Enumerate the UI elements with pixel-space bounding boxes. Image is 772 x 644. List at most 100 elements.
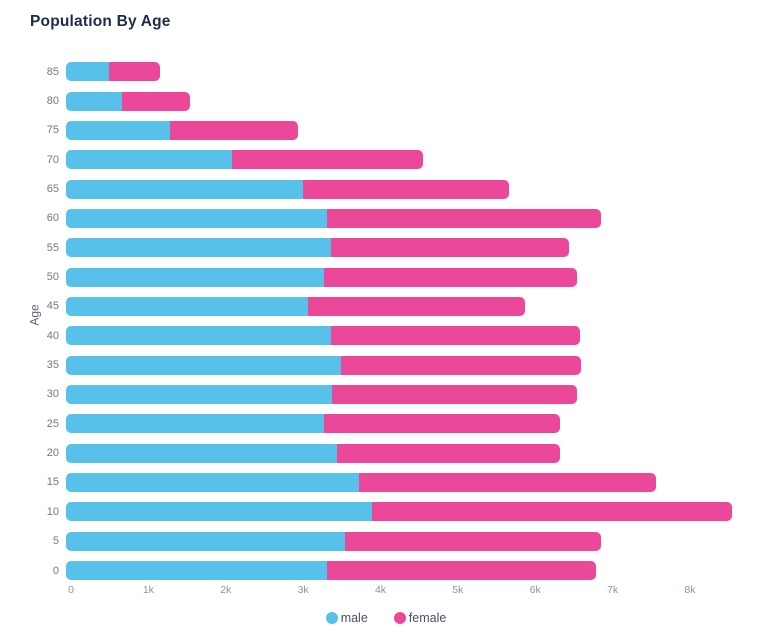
legend-label-female: female [408, 611, 447, 625]
x-axis-tick-label: 6k [529, 584, 541, 596]
female-bar-segment[interactable] [326, 208, 602, 228]
male-bar-segment[interactable] [66, 414, 325, 434]
male-bar-segment[interactable] [66, 238, 332, 258]
x-axis-tick-label: 0 [68, 584, 74, 596]
female-bar-segment[interactable] [308, 296, 525, 316]
female-bar-segment[interactable] [121, 91, 190, 111]
bar-row: 5 [0, 527, 772, 556]
bar-row: 20 [0, 438, 772, 467]
male-bar-segment[interactable] [66, 531, 345, 551]
female-bar-segment[interactable] [108, 62, 161, 82]
female-bar-segment[interactable] [231, 150, 423, 170]
bar-track [66, 238, 767, 258]
bar-track [66, 150, 767, 170]
bar-track [66, 443, 767, 463]
bar-track [66, 414, 767, 434]
x-axis-tick-label: 3k [297, 584, 309, 596]
female-bar-segment[interactable] [340, 355, 582, 375]
bar-row: 80 [0, 86, 772, 115]
bar-track [66, 208, 767, 228]
male-bar-segment[interactable] [66, 91, 122, 111]
female-bar-segment[interactable] [336, 443, 561, 463]
female-bar-segment[interactable] [344, 531, 602, 551]
male-legend-dot-icon [325, 612, 338, 624]
bar-track [66, 91, 767, 111]
bar-track [66, 120, 767, 140]
male-bar-segment[interactable] [66, 296, 309, 316]
male-bar-segment[interactable] [66, 443, 337, 463]
male-bar-segment[interactable] [66, 355, 341, 375]
y-axis-tick-label: 30 [46, 388, 59, 401]
female-bar-segment[interactable] [359, 472, 656, 492]
bar-track [66, 384, 767, 404]
female-bar-segment[interactable] [332, 384, 577, 404]
x-axis-tick-label: 2k [220, 584, 232, 596]
female-bar-segment[interactable] [372, 502, 733, 522]
male-bar-segment[interactable] [66, 502, 373, 522]
bar-track [66, 355, 767, 375]
x-axis-tick-label: 7k [607, 584, 619, 596]
y-axis-tick-label: 35 [46, 359, 59, 372]
y-axis-tick-label: 45 [46, 300, 59, 313]
x-axis-tick-label: 8k [684, 584, 696, 596]
female-legend-dot-icon [393, 612, 406, 624]
bar-track [66, 502, 767, 522]
y-axis-tick-label: 10 [46, 505, 59, 518]
female-bar-segment[interactable] [170, 120, 299, 140]
female-bar-segment[interactable] [324, 414, 561, 434]
legend: male female [0, 611, 772, 625]
male-bar-segment[interactable] [66, 150, 232, 170]
male-bar-segment[interactable] [66, 472, 360, 492]
x-axis: 0 1k 2k 3k 4k 5k 6k 7k 8k [68, 584, 772, 598]
male-bar-segment[interactable] [66, 326, 332, 346]
male-bar-segment[interactable] [66, 120, 171, 140]
y-axis-tick-label: 40 [46, 329, 59, 342]
bar-row: 35 [0, 350, 772, 379]
legend-item-female[interactable]: female [393, 611, 447, 625]
bar-row: 60 [0, 204, 772, 233]
bar-row: 40 [0, 321, 772, 350]
male-bar-segment[interactable] [66, 62, 109, 82]
y-axis-tick-label: 20 [46, 447, 59, 460]
bar-row: 55 [0, 233, 772, 262]
legend-item-male[interactable]: male [325, 611, 368, 625]
female-bar-segment[interactable] [331, 238, 569, 258]
bar-row: 0 [0, 556, 772, 585]
y-axis-tick-label: 0 [52, 564, 59, 577]
y-axis-tick-label: 80 [46, 95, 59, 108]
y-axis-tick-label: 15 [46, 476, 59, 489]
male-bar-segment[interactable] [66, 384, 333, 404]
male-bar-segment[interactable] [66, 267, 325, 287]
bar-row: 45 [0, 292, 772, 321]
y-axis-tick-label: 5 [52, 535, 59, 548]
female-bar-segment[interactable] [326, 561, 596, 581]
female-bar-segment[interactable] [302, 179, 510, 199]
male-bar-segment[interactable] [66, 179, 303, 199]
male-bar-segment[interactable] [66, 561, 327, 581]
female-bar-segment[interactable] [331, 326, 580, 346]
bar-row: 15 [0, 468, 772, 497]
y-axis-tick-label: 50 [46, 271, 59, 284]
bar-row: 25 [0, 409, 772, 438]
male-bar-segment[interactable] [66, 208, 327, 228]
legend-label-male: male [340, 611, 368, 625]
y-axis-tick-label: 25 [46, 417, 59, 430]
bar-track [66, 62, 767, 82]
bar-track [66, 472, 767, 492]
y-axis-tick-label: 85 [46, 65, 59, 78]
bar-track [66, 296, 767, 316]
y-axis-tick-label: 75 [46, 124, 59, 137]
bar-track [66, 267, 767, 287]
x-axis-tick-label: 5k [452, 584, 464, 596]
bar-track [66, 561, 767, 581]
bar-row: 10 [0, 497, 772, 526]
y-axis-tick-label: 65 [46, 183, 59, 196]
x-axis-tick-label: 4k [374, 584, 387, 596]
bar-track [66, 326, 767, 346]
x-axis-tick-label: 1k [142, 584, 154, 596]
bar-row: 30 [0, 380, 772, 409]
bar-row: 70 [0, 145, 772, 174]
bar-row: 65 [0, 174, 772, 203]
female-bar-segment[interactable] [324, 267, 578, 287]
